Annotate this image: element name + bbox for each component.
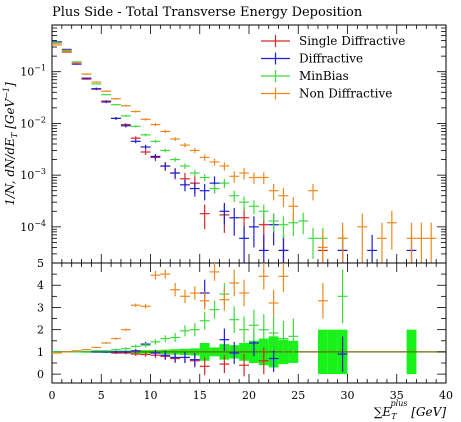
y-tick-exponent: −1 [34,64,46,73]
series-non-diffractive [52,44,437,263]
y-tick-label: 10−4 [20,219,46,234]
x-axis-label: ∑ETplus [GeV] [374,399,446,421]
ratio-series-non-diffractive [52,263,328,354]
x-axis-label-unit: [GeV] [407,405,446,419]
ratio-y-tick-label: 2 [37,324,44,337]
x-tick-label: 5 [98,389,105,402]
y-tick-label: 10−2 [20,115,46,130]
x-tick-label: 0 [49,389,56,402]
legend-label: Non Diffractive [299,87,392,101]
y-tick-exponent: −4 [34,219,46,228]
series-minbias [52,41,348,259]
y-tick-base: 10 [20,117,34,130]
y-axis-label-close: ] [3,82,17,88]
y-tick-base: 10 [20,169,34,182]
main-panel: 10−110−210−310−4 [20,24,447,264]
y-tick-base: 10 [20,221,34,234]
y-axis-label-sub: T [10,132,19,138]
ratio-y-tick-label: 4 [37,279,44,292]
x-tick-label: 35 [390,389,404,402]
x-tick-label: 15 [193,389,207,402]
legend-label: Single Diffractive [299,34,405,48]
legend-label: MinBias [299,69,349,83]
y-tick-base: 10 [20,66,34,79]
y-axis-label-main: 1/N, dN/dE [3,138,17,206]
legend-item: MinBias [261,69,349,83]
y-tick-exponent: −2 [34,115,46,124]
y-axis-label: 1/N, dN/dET [GeV−1] [2,82,19,206]
legend-item: Diffractive [261,52,363,66]
ratio-y-tick-label: 5 [37,257,44,270]
x-tick-label: 10 [144,389,158,402]
x-tick-label: 30 [341,389,355,402]
x-tick-label: 40 [439,389,453,402]
axis-labels: 1/N, dN/dET [GeV−1]∑ETplus [GeV] [2,82,446,421]
legend: Single Diffractive Diffractive MinBias Non … [261,34,405,101]
x-axis-label-sup: plus [391,399,408,408]
ratio-y-tick-label: 0 [37,368,44,381]
x-axis-label-sub: T [391,412,397,421]
x-tick-label: 25 [291,389,305,402]
y-tick-exponent: −3 [34,167,46,176]
x-tick-label: 20 [242,389,256,402]
y-tick-label: 10−1 [20,64,46,79]
chart-title: Plus Side - Total Transverse Energy Depo… [52,5,363,20]
y-axis-label-unit: [GeV [3,97,17,132]
x-axis-label-main: ∑E [374,405,392,419]
legend-item: Single Diffractive [261,34,405,48]
ratio-panel: 0 1 2 3 4 5 0 5 10 15 20 25 30 35 40 [37,257,453,402]
legend-label: Diffractive [299,52,363,66]
y-tick-label: 10−3 [20,167,46,182]
y-axis-label-sup: −1 [2,87,11,99]
legend-item: Non Diffractive [261,87,392,101]
ratio-y-tick-label: 3 [37,301,44,314]
ratio-series-minbias [52,269,348,357]
ratio-y-tick-label: 1 [37,346,44,359]
